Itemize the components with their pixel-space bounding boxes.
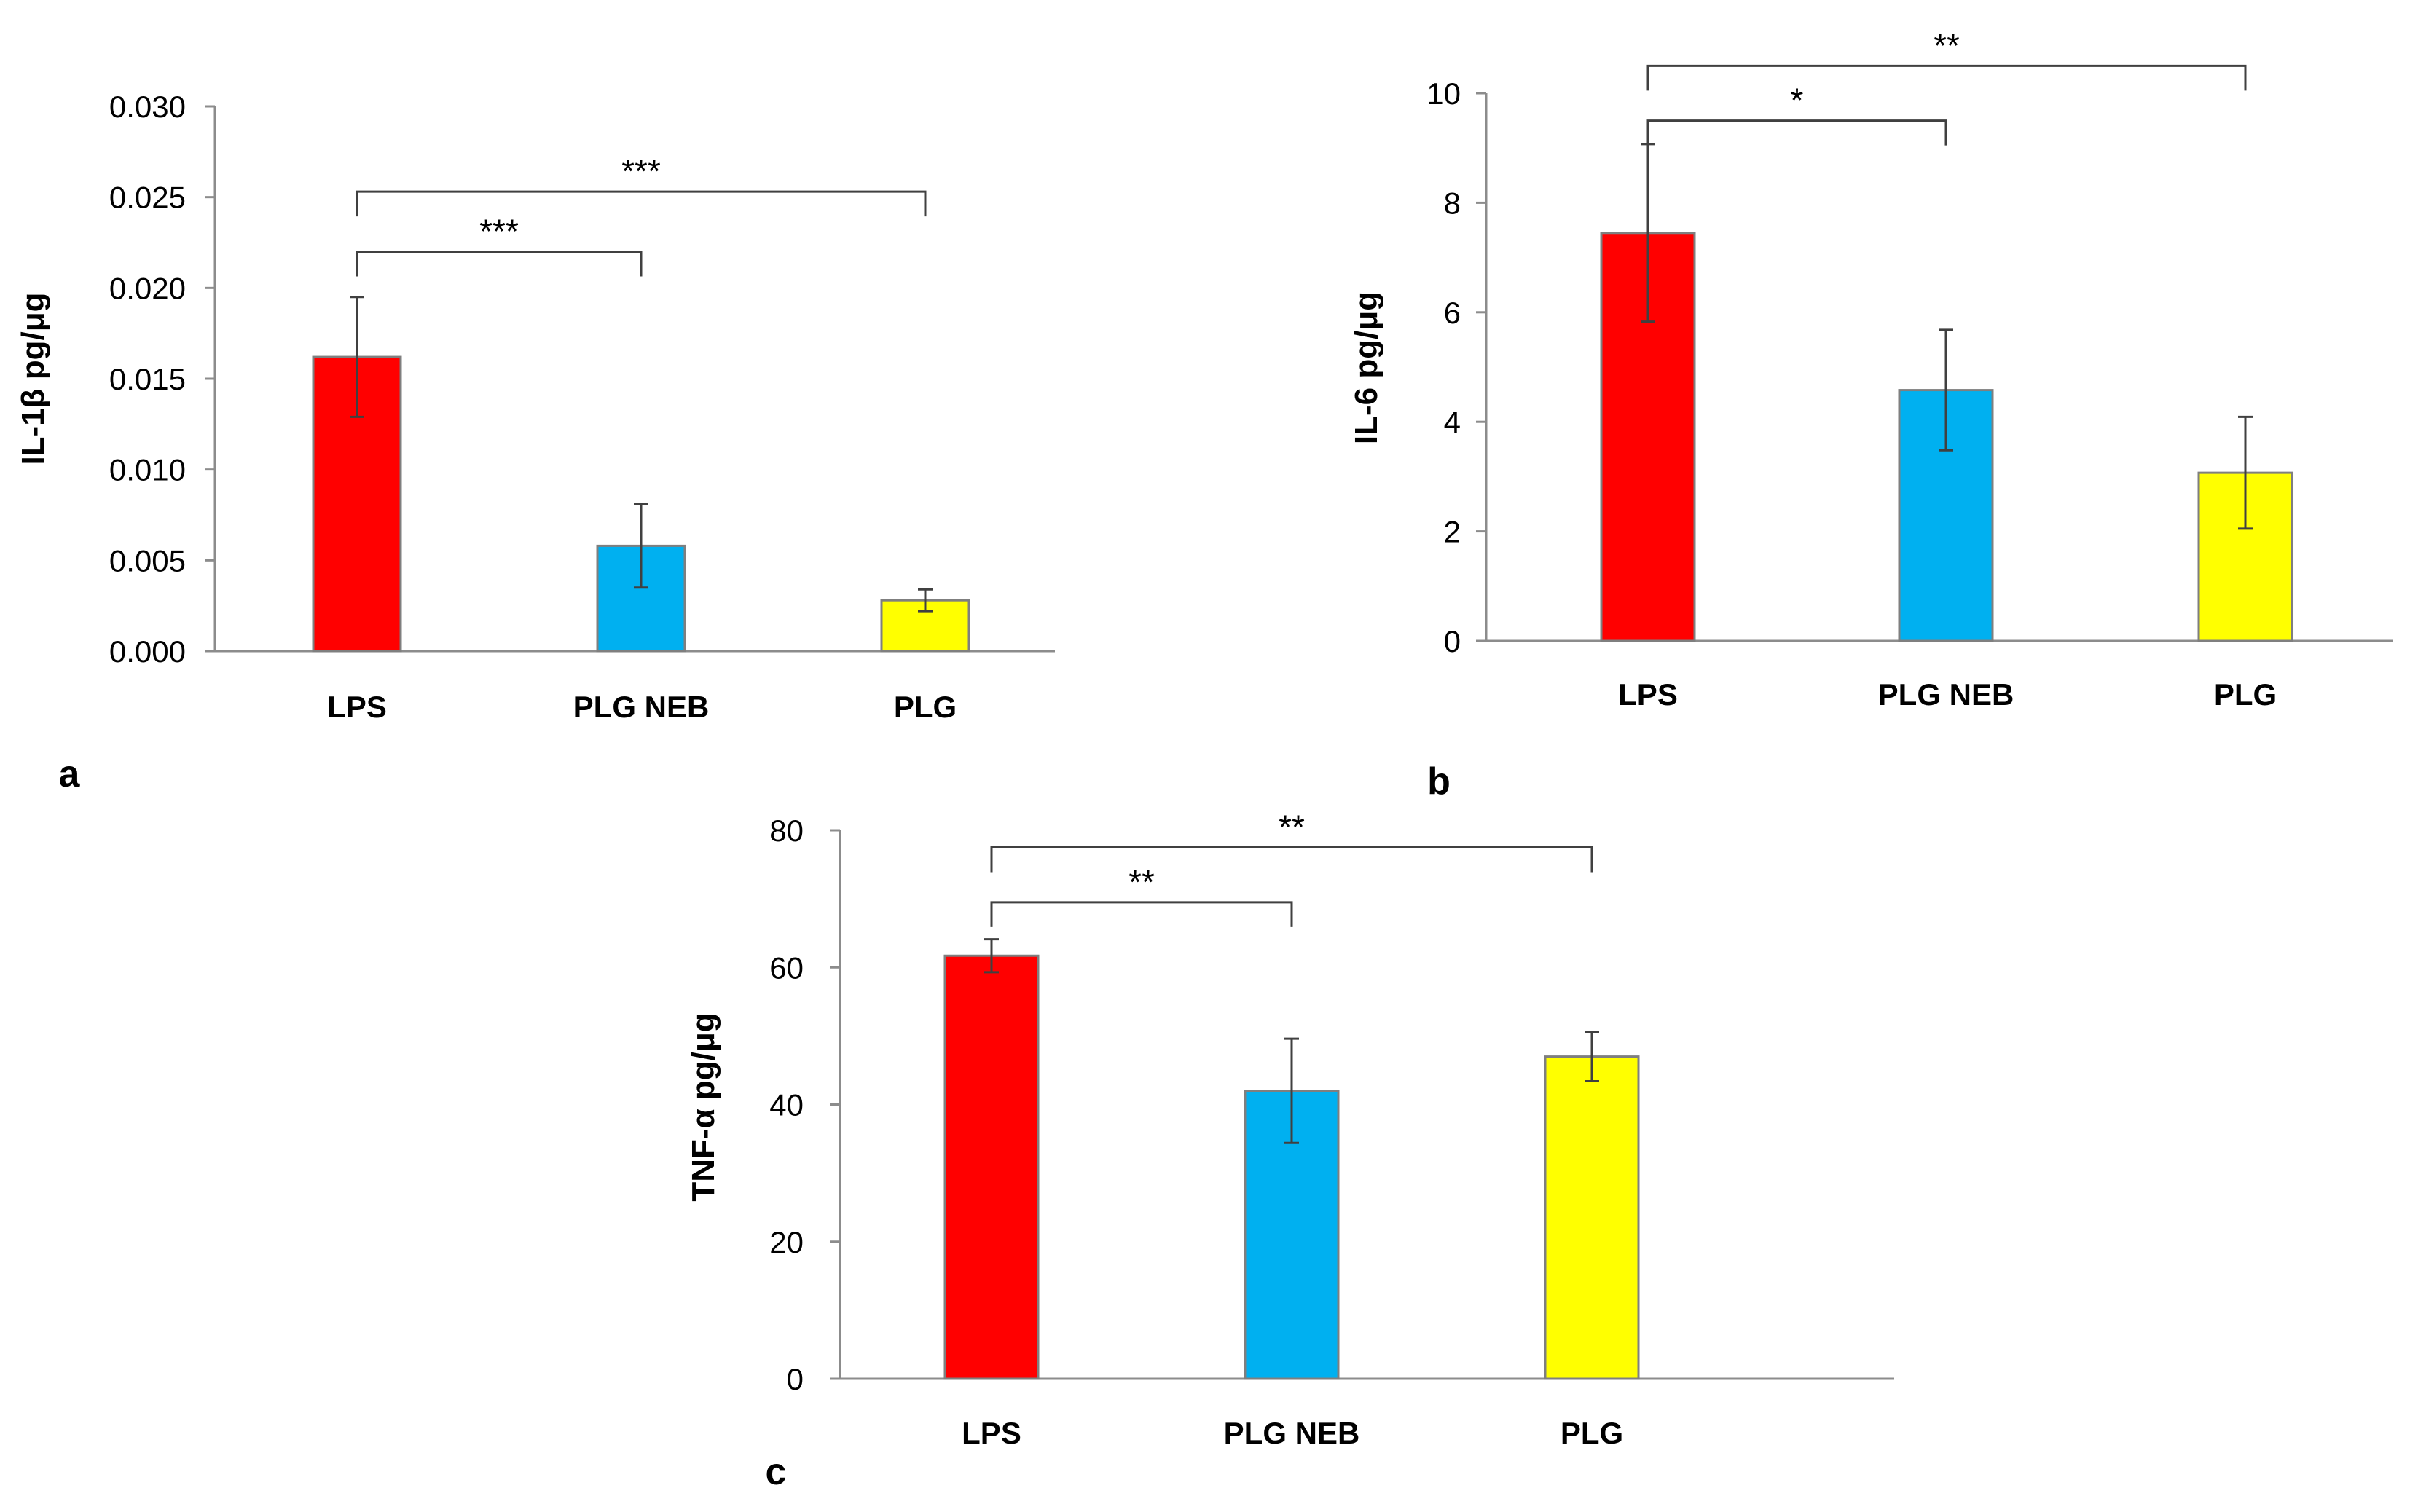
y-tick-label: 4 xyxy=(1444,405,1461,439)
bar-plg xyxy=(1544,1055,1640,1380)
y-tick-label: 0.025 xyxy=(109,181,186,215)
bracket-line xyxy=(356,250,643,277)
category-label: PLG NEB xyxy=(1878,677,2014,712)
significance-bracket: * xyxy=(1646,82,1947,146)
bracket-line xyxy=(1646,119,1947,146)
bracket-line xyxy=(990,901,1293,927)
error-bar xyxy=(350,296,364,418)
bracket-line xyxy=(356,190,927,217)
y-tick-label: 0.020 xyxy=(109,271,186,305)
y-tick-label: 0 xyxy=(787,1362,804,1396)
category-label: LPS xyxy=(962,1416,1021,1450)
y-tick-label: 2 xyxy=(1444,515,1461,549)
y-tick-label: 0 xyxy=(1444,624,1461,658)
y-tick-label: 60 xyxy=(769,950,804,985)
category-label: PLG NEB xyxy=(573,690,710,724)
y-axis-label: TNF-α pg/μg xyxy=(686,1012,721,1201)
panel-label: a xyxy=(59,753,81,795)
significance-label: ** xyxy=(1934,26,1960,64)
error-bar xyxy=(1939,328,1953,452)
category-label: PLG xyxy=(2214,677,2277,712)
y-axis-label: IL-1β pg/μg xyxy=(15,292,51,465)
error-bar xyxy=(918,588,933,613)
significance-bracket: ** xyxy=(990,863,1293,927)
y-tick-label: 0.000 xyxy=(109,634,186,669)
y-tick-label: 40 xyxy=(769,1088,804,1122)
significance-label: * xyxy=(1791,82,1804,119)
bracket-line xyxy=(1646,64,2247,91)
error-bar xyxy=(1284,1037,1299,1144)
significance-bracket: ** xyxy=(1646,26,2247,91)
panel-label: b xyxy=(1427,760,1451,803)
y-tick-label: 0.010 xyxy=(109,453,186,487)
significance-bracket: *** xyxy=(356,152,927,217)
y-tick-label: 6 xyxy=(1444,296,1461,330)
y-tick-label: 20 xyxy=(769,1225,804,1259)
y-tick-label: 10 xyxy=(1426,76,1461,111)
significance-label: ** xyxy=(1129,863,1155,901)
error-bar xyxy=(1585,1031,1599,1082)
significance-bracket: *** xyxy=(356,212,643,277)
chart-panel-a: 0.000 0.005 0.010 0.015 0.020 0.025 0.030 LPS PL… xyxy=(15,90,1055,795)
category-label: PLG xyxy=(894,690,957,724)
significance-label: *** xyxy=(621,152,661,190)
category-label: LPS xyxy=(327,690,387,724)
chart-panel-c: 0 20 40 60 80 LPS PLG NEB PLG ** ** TNF-α pg/μg c xyxy=(686,808,1894,1493)
significance-label: ** xyxy=(1279,808,1305,846)
bar-lps xyxy=(943,954,1040,1380)
y-tick-label: 0.015 xyxy=(109,362,186,396)
y-tick-label: 80 xyxy=(769,814,804,848)
category-label: LPS xyxy=(1618,677,1678,712)
error-bar xyxy=(984,938,999,974)
category-label: PLG xyxy=(1561,1416,1623,1450)
panel-label: c xyxy=(766,1451,787,1493)
y-axis-label: IL-6 pg/μg xyxy=(1349,291,1384,444)
y-tick-label: 0.030 xyxy=(109,90,186,124)
bracket-line xyxy=(990,846,1593,873)
y-tick-label: 8 xyxy=(1444,186,1461,220)
error-bar xyxy=(2238,415,2253,530)
significance-label: *** xyxy=(479,212,519,250)
error-bar xyxy=(634,503,648,589)
category-label: PLG NEB xyxy=(1224,1416,1360,1450)
y-tick-label: 0.005 xyxy=(109,543,186,578)
significance-bracket: ** xyxy=(990,808,1593,873)
